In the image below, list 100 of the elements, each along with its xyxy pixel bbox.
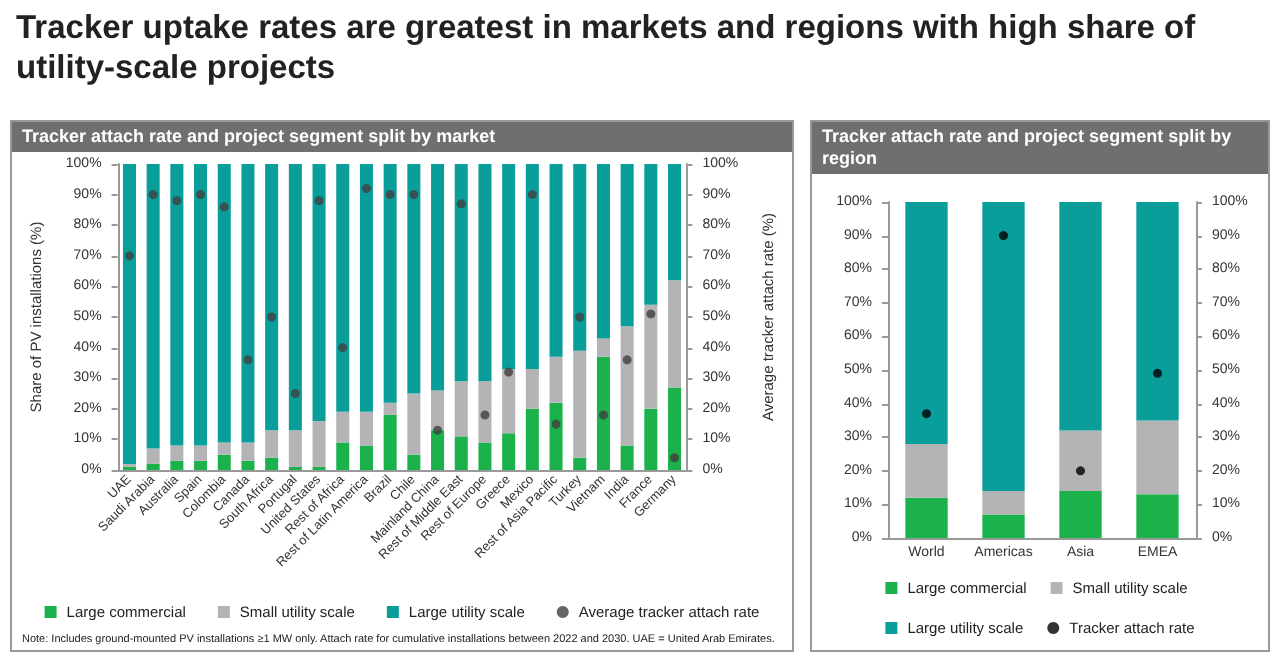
- point: [290, 389, 300, 398]
- bar: [383, 402, 397, 415]
- bar: [982, 202, 1025, 491]
- bar: [668, 164, 682, 281]
- bar: [620, 164, 634, 327]
- bar: [383, 164, 397, 403]
- bar: [312, 421, 326, 467]
- bar: [336, 164, 350, 412]
- point: [922, 409, 931, 419]
- bar: [982, 490, 1025, 515]
- bar: [1059, 202, 1102, 431]
- bar: [644, 304, 658, 409]
- bar: [122, 164, 136, 464]
- bar: [431, 164, 445, 391]
- bar: [596, 356, 610, 470]
- bar: [217, 164, 231, 443]
- bar: [596, 338, 610, 357]
- point: [314, 196, 324, 206]
- bar: [549, 356, 563, 403]
- bar: [336, 442, 350, 470]
- bar: [312, 164, 326, 422]
- point: [243, 355, 253, 365]
- bar: [170, 445, 184, 461]
- point: [361, 183, 371, 193]
- point: [148, 190, 158, 200]
- bar: [478, 442, 492, 470]
- point: [124, 251, 134, 261]
- bar: [1136, 202, 1179, 421]
- point: [267, 312, 277, 322]
- bar: [620, 326, 634, 446]
- bar: [217, 454, 231, 470]
- bar: [1059, 490, 1102, 538]
- bar: [265, 457, 279, 470]
- bar: [359, 164, 373, 412]
- bar: [502, 164, 516, 370]
- bar: [407, 164, 421, 394]
- bar: [359, 411, 373, 446]
- point: [338, 343, 348, 353]
- bar: [288, 430, 302, 467]
- bar: [146, 164, 160, 449]
- bar: [982, 514, 1025, 538]
- bar: [194, 164, 208, 446]
- point: [504, 367, 514, 377]
- point: [999, 231, 1008, 241]
- bar: [265, 430, 279, 458]
- bar: [146, 448, 160, 464]
- bar: [573, 457, 587, 470]
- point: [622, 355, 632, 365]
- point: [219, 202, 229, 212]
- point: [598, 410, 608, 420]
- bar: [478, 164, 492, 382]
- bar: [644, 164, 658, 305]
- point: [1153, 368, 1162, 378]
- bar: [241, 442, 255, 461]
- chart-subtitle: Tracker attach rate and project segment split by market: [12, 122, 792, 152]
- point: [196, 190, 206, 200]
- bar: [1059, 430, 1102, 491]
- bar: [905, 497, 948, 538]
- bar: [549, 402, 563, 470]
- bar: [1136, 420, 1179, 495]
- bar: [383, 414, 397, 470]
- bar: [573, 164, 587, 351]
- point: [551, 419, 561, 429]
- bar: [170, 460, 184, 470]
- bar: [454, 381, 468, 437]
- bar: [905, 443, 948, 498]
- bar: [454, 436, 468, 470]
- point: [646, 309, 656, 319]
- bar: [241, 164, 255, 443]
- bar: [502, 369, 516, 434]
- point: [385, 190, 395, 200]
- bar: [573, 350, 587, 458]
- point: [433, 425, 443, 435]
- bar: [146, 463, 160, 470]
- bar: [905, 202, 948, 444]
- bar: [668, 387, 682, 470]
- point: [670, 453, 680, 463]
- bar: [431, 390, 445, 431]
- bar: [241, 460, 255, 470]
- point: [527, 190, 537, 200]
- bar: [454, 164, 468, 382]
- bar: [478, 381, 492, 443]
- bar: [502, 433, 516, 470]
- bar: [596, 164, 610, 339]
- point: [575, 312, 585, 322]
- point: [409, 190, 419, 200]
- bar: [170, 164, 184, 446]
- point: [1076, 466, 1085, 476]
- bar: [194, 445, 208, 461]
- bar: [525, 164, 539, 370]
- bar: [668, 280, 682, 388]
- bar: [217, 442, 231, 455]
- bar: [525, 369, 539, 409]
- point: [172, 196, 182, 206]
- bar: [407, 393, 421, 455]
- bar: [644, 408, 658, 470]
- bar: [1136, 494, 1179, 538]
- bar: [525, 408, 539, 470]
- bar: [194, 460, 208, 470]
- chart-title: Tracker attach rate and project segment split by region: [812, 122, 1268, 174]
